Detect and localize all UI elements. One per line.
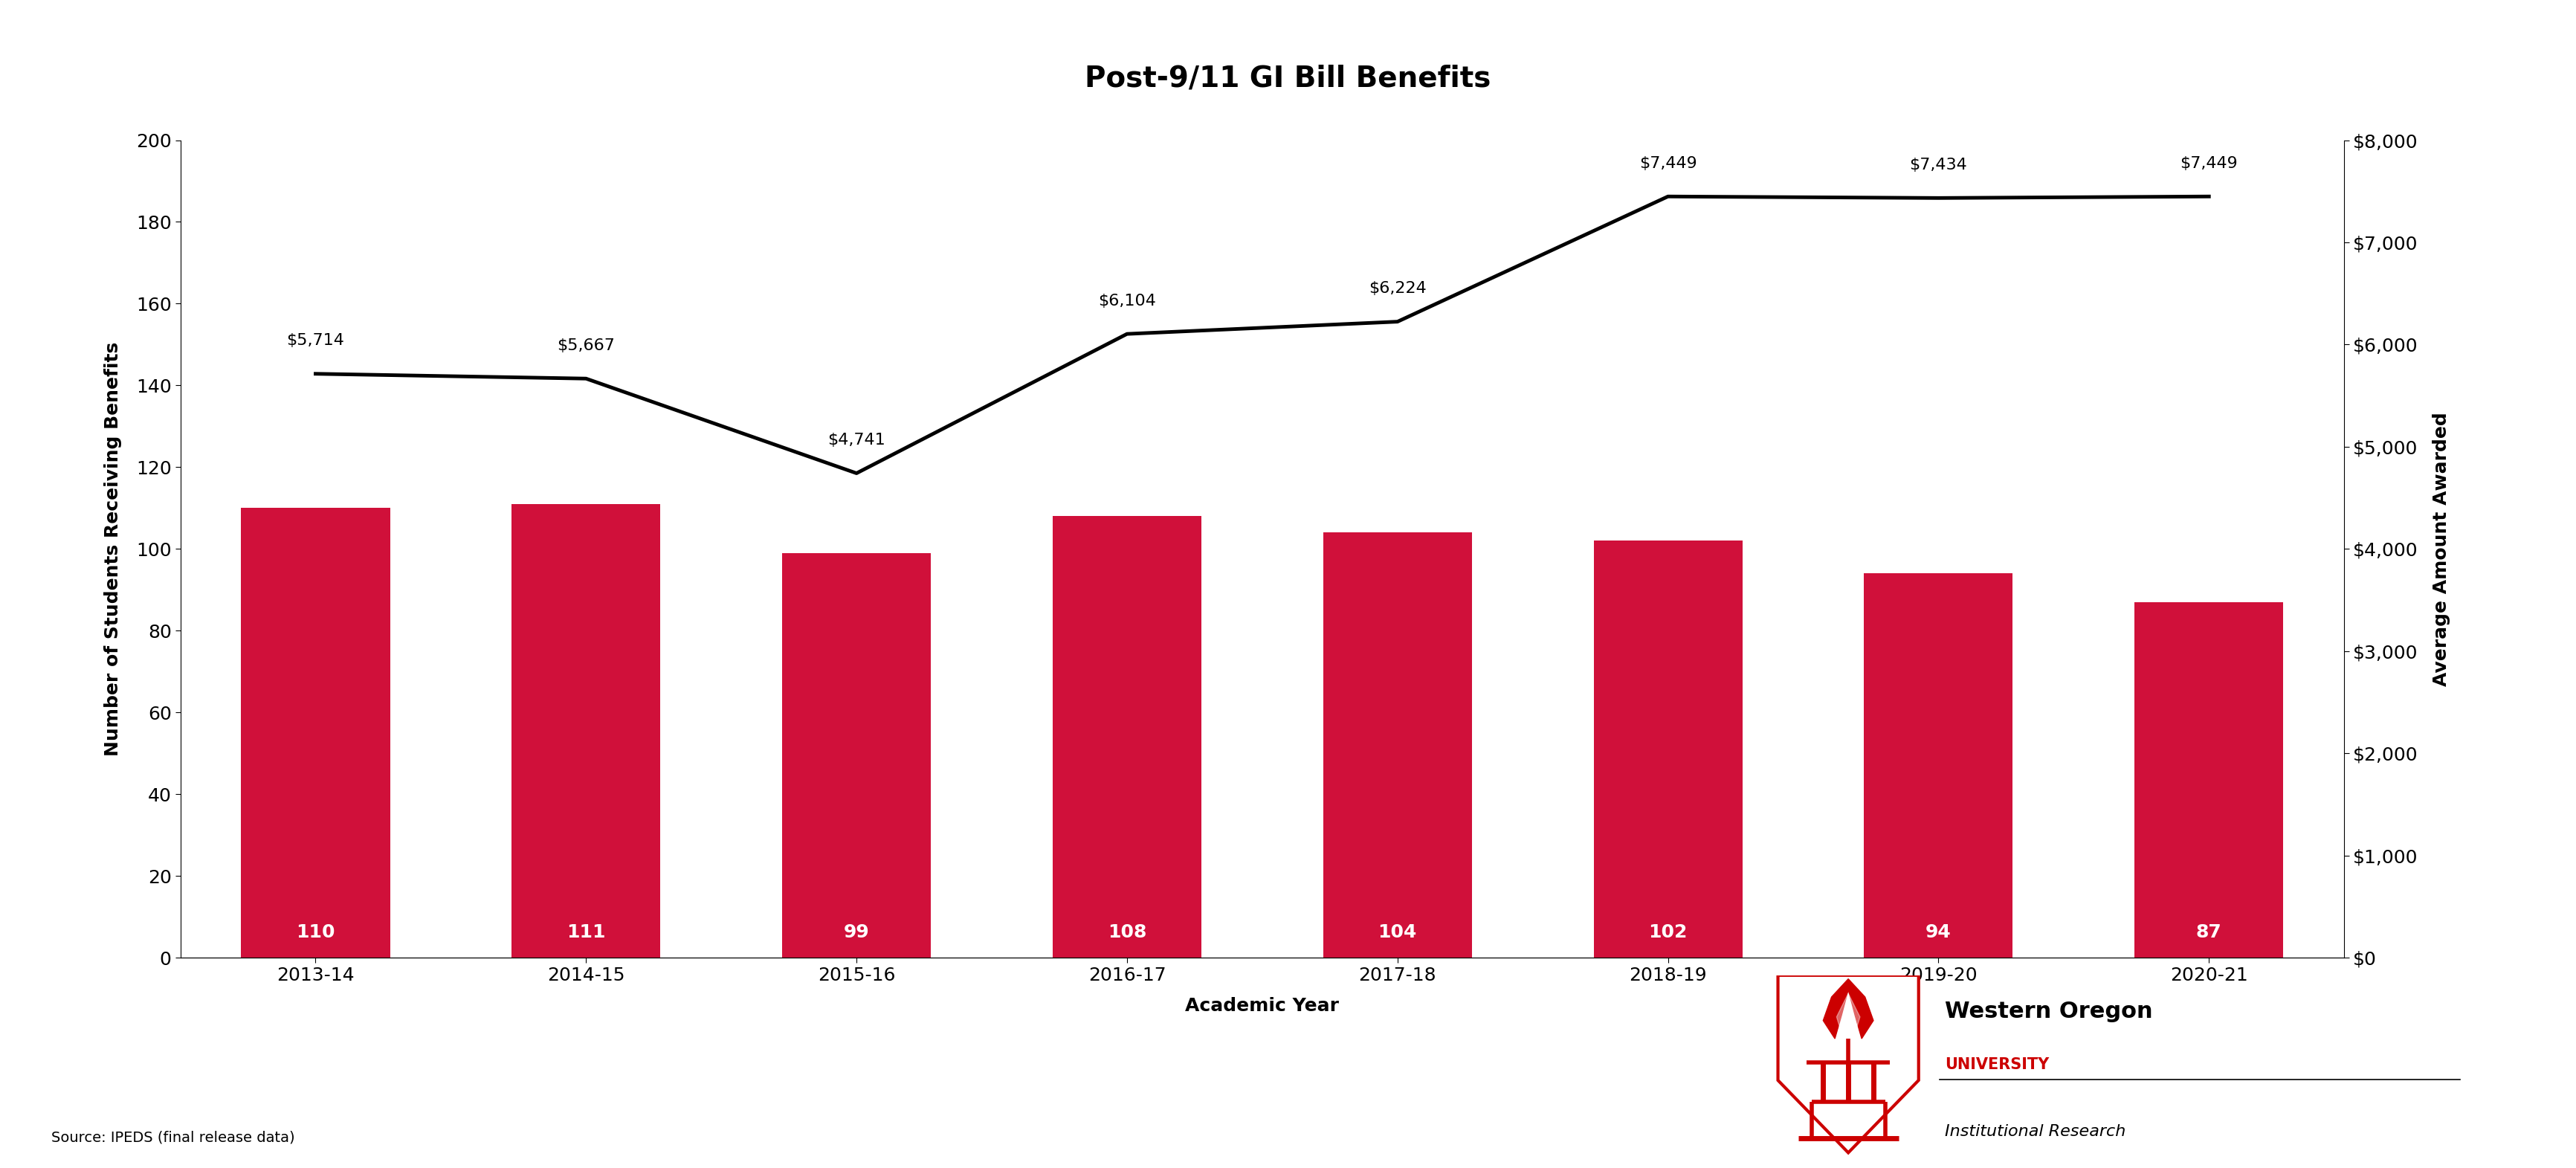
- Text: 87: 87: [2195, 924, 2223, 941]
- Text: Post-9/11 GI Bill Benefits: Post-9/11 GI Bill Benefits: [1084, 64, 1492, 92]
- Text: 110: 110: [296, 924, 335, 941]
- Text: $7,449: $7,449: [1638, 157, 1698, 171]
- Text: 104: 104: [1378, 924, 1417, 941]
- Bar: [513, 505, 659, 958]
- Text: 102: 102: [1649, 924, 1687, 941]
- Polygon shape: [1777, 975, 1919, 1153]
- Text: 108: 108: [1108, 924, 1146, 941]
- X-axis label: Academic Year: Academic Year: [1185, 996, 1340, 1015]
- Text: Source: IPEDS (final release data): Source: IPEDS (final release data): [52, 1131, 296, 1145]
- Bar: [242, 508, 389, 958]
- Bar: [783, 554, 930, 958]
- Text: Western Oregon: Western Oregon: [1945, 1001, 2154, 1022]
- Text: 99: 99: [842, 924, 871, 941]
- Text: $7,449: $7,449: [2179, 157, 2239, 171]
- Text: $4,741: $4,741: [827, 433, 886, 447]
- Text: $6,104: $6,104: [1097, 293, 1157, 308]
- Text: $7,434: $7,434: [1909, 158, 1968, 173]
- Y-axis label: Number of Students Receiving Benefits: Number of Students Receiving Benefits: [103, 342, 121, 756]
- Text: 94: 94: [1924, 924, 1953, 941]
- Bar: [1054, 516, 1200, 958]
- Text: $5,667: $5,667: [556, 339, 616, 353]
- Bar: [1595, 541, 1741, 958]
- Polygon shape: [1837, 993, 1860, 1034]
- Bar: [2136, 603, 2282, 958]
- Text: $6,224: $6,224: [1368, 281, 1427, 297]
- Y-axis label: Average Amount Awarded: Average Amount Awarded: [2432, 412, 2450, 686]
- Polygon shape: [1824, 979, 1873, 1038]
- Text: Institutional Research: Institutional Research: [1945, 1124, 2125, 1139]
- Text: 111: 111: [567, 924, 605, 941]
- Text: UNIVERSITY: UNIVERSITY: [1945, 1057, 2048, 1072]
- Bar: [1865, 573, 2012, 958]
- Bar: [1324, 533, 1471, 958]
- Text: $5,714: $5,714: [286, 333, 345, 348]
